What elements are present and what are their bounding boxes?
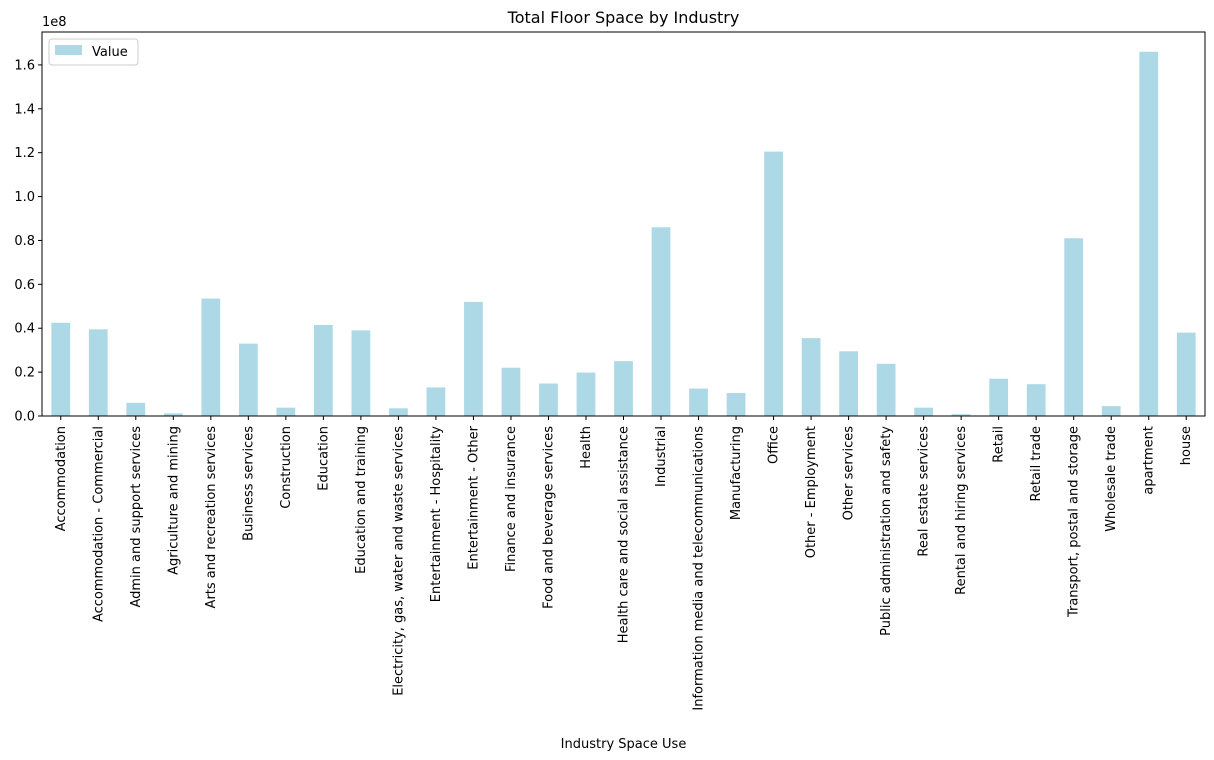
- bars-group: [51, 51, 1196, 417]
- y-tick-label: 0.8: [14, 234, 35, 249]
- bar: [1101, 406, 1121, 416]
- x-tick-label: Health care and social assistance: [617, 426, 632, 643]
- x-tick-label: Other - Employment: [804, 426, 819, 558]
- bar: [951, 414, 971, 416]
- bar: [651, 227, 671, 416]
- bar: [88, 329, 108, 416]
- x-tick-label: Accommodation - Commercial: [91, 426, 106, 622]
- bar: [51, 322, 71, 416]
- bar: [539, 383, 558, 416]
- x-tick-label: Transport, postal and storage: [1067, 426, 1082, 618]
- y-tick-label: 0.4: [14, 322, 35, 337]
- x-tick-label: Retail trade: [1029, 426, 1044, 502]
- x-tick-label: Education: [316, 426, 331, 491]
- x-tick-label: Arts and recreation services: [204, 426, 219, 609]
- bar: [201, 298, 221, 416]
- x-tick-label: Information media and telecommunications: [692, 426, 707, 711]
- bar: [576, 372, 596, 416]
- x-tick-label: apartment: [1142, 426, 1157, 495]
- x-tick-label: Office: [767, 426, 782, 464]
- bar: [614, 361, 633, 416]
- bar: [1064, 238, 1084, 416]
- x-tick-label: house: [1179, 426, 1194, 465]
- y-tick-label: 0.2: [14, 366, 35, 381]
- x-tick-label: Construction: [279, 426, 294, 509]
- x-tick-label: Health: [579, 426, 594, 469]
- bar: [1176, 332, 1196, 416]
- x-tick-label: Manufacturing: [729, 426, 744, 520]
- bar: [238, 343, 258, 416]
- legend: Value: [48, 38, 139, 66]
- y-tick-label: 1.4: [14, 102, 35, 117]
- bar: [313, 324, 333, 416]
- y-tick-label: 1.6: [14, 58, 35, 73]
- bar: [426, 387, 446, 416]
- y-tick-label: 0.6: [14, 278, 35, 293]
- bar: [839, 351, 858, 416]
- y-axis: 0.0 0.2 0.4 0.6 0.8 1.0 1.2 1.4 1.6: [14, 58, 42, 425]
- x-tick-label: Electricity, gas, water and waste servic…: [391, 426, 406, 696]
- bar: [389, 408, 408, 416]
- bar: [126, 402, 146, 416]
- legend-swatch: [55, 45, 82, 55]
- x-tick-label: Wholesale trade: [1104, 426, 1119, 532]
- bar: [726, 392, 746, 416]
- bar: [876, 363, 896, 416]
- x-tick-label: Entertainment - Hospitality: [429, 426, 444, 603]
- x-axis: Accommodation Accommodation - Commercial A…: [54, 416, 1194, 711]
- x-tick-label: Education and training: [354, 426, 369, 574]
- bar: [163, 413, 183, 416]
- chart-title: Total Floor Space by Industry: [507, 8, 740, 27]
- x-axis-label: Industry Space Use: [561, 737, 687, 752]
- bar: [1026, 384, 1046, 416]
- x-tick-label: Other services: [842, 426, 857, 521]
- bar: [1139, 51, 1159, 417]
- x-tick-label: Real estate services: [917, 426, 932, 557]
- legend-label: Value: [92, 45, 128, 60]
- bar: [276, 407, 296, 416]
- bar: [989, 378, 1009, 416]
- x-tick-label: Retail: [992, 426, 1007, 463]
- x-tick-label: Finance and insurance: [504, 426, 519, 572]
- x-tick-label: Industrial: [654, 426, 669, 487]
- bar: [914, 407, 934, 416]
- y-tick-label: 0.0: [14, 410, 35, 425]
- x-tick-label: Admin and support services: [129, 426, 144, 608]
- bar: [464, 301, 483, 416]
- x-tick-label: Entertainment - Other: [466, 425, 481, 569]
- y-tick-label: 1.0: [14, 190, 35, 205]
- x-tick-label: Agriculture and mining: [166, 426, 181, 575]
- plot-frame: [41, 31, 1206, 417]
- x-tick-label: Accommodation: [54, 426, 69, 531]
- bar: [501, 367, 521, 416]
- x-tick-label: Rental and hiring services: [954, 426, 969, 595]
- bar: [764, 151, 783, 417]
- y-scale-label: 1e8: [42, 15, 67, 30]
- x-tick-label: Business services: [241, 426, 256, 541]
- bar: [351, 330, 371, 416]
- bar: [689, 388, 708, 416]
- x-tick-label: Public administration and safety: [879, 426, 894, 636]
- y-tick-label: 1.2: [14, 146, 35, 161]
- x-tick-label: Food and beverage services: [541, 426, 556, 609]
- bar: [801, 338, 821, 416]
